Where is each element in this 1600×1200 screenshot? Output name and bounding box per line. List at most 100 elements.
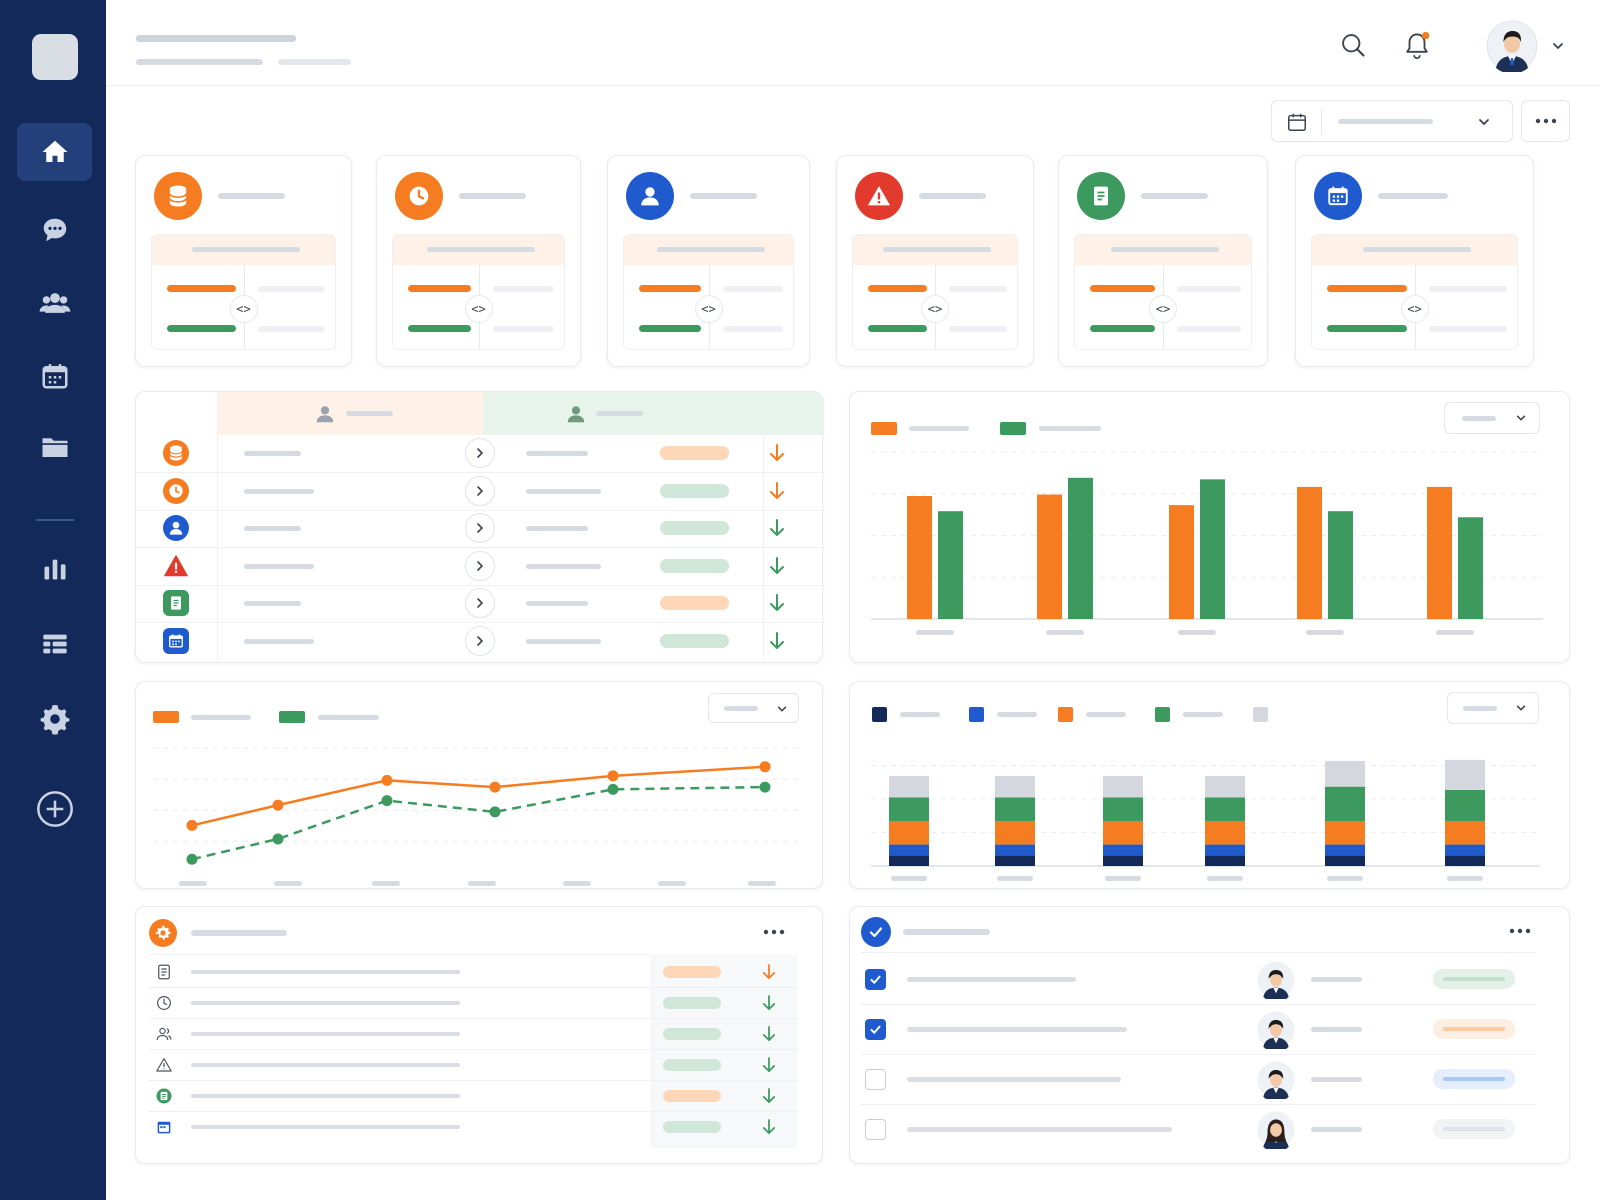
nav-users[interactable] (17, 274, 92, 332)
kpi-compare-toggle[interactable]: <> (1400, 295, 1429, 323)
list-item[interactable] (136, 1112, 824, 1142)
kpi-card[interactable]: <> (376, 155, 581, 367)
kpi-label (1141, 193, 1208, 199)
assignee-avatar[interactable] (1257, 1111, 1295, 1149)
trend-indicator (764, 441, 790, 465)
table-row[interactable] (136, 548, 824, 586)
trend-indicator (764, 591, 790, 615)
stack-segment (1205, 855, 1245, 866)
table-row[interactable] (136, 435, 824, 473)
app-logo[interactable] (32, 34, 78, 80)
task-row[interactable] (850, 1005, 1571, 1055)
task-row[interactable] (850, 955, 1571, 1005)
task-checkbox[interactable] (865, 969, 886, 990)
activity-more-button[interactable] (759, 922, 789, 942)
chart-filter-select[interactable] (1444, 402, 1540, 434)
row-expand-button[interactable] (465, 513, 495, 543)
trend-indicator (759, 993, 779, 1013)
stack-segment (1325, 820, 1365, 845)
row-label-a (244, 526, 301, 531)
nav-add[interactable] (17, 780, 92, 838)
assignee-name (1311, 1127, 1362, 1132)
stack-segment (995, 844, 1035, 856)
kpi-card[interactable]: <> (836, 155, 1034, 367)
kpi-card[interactable]: <> (1058, 155, 1268, 367)
status-pill (660, 633, 729, 648)
row-label-b (526, 526, 588, 531)
row-expand-button[interactable] (465, 550, 495, 581)
task-row[interactable] (850, 1055, 1571, 1105)
row-description (191, 970, 460, 974)
kpi-icon-badge (626, 172, 674, 220)
kpi-compare-toggle[interactable]: <> (229, 295, 258, 323)
list-item[interactable] (136, 988, 824, 1019)
task-checkbox[interactable] (865, 1119, 886, 1140)
stacked-bar-chart (871, 759, 1540, 881)
stack-segment (889, 797, 929, 821)
assignee-avatar[interactable] (1257, 961, 1295, 999)
avatar[interactable] (1486, 20, 1538, 72)
column-header-group-a[interactable] (217, 392, 483, 435)
trend-indicator (759, 1086, 779, 1106)
kpi-card[interactable]: <> (607, 155, 810, 367)
table-row[interactable] (136, 585, 824, 623)
x-tick-label (658, 881, 686, 886)
task-row[interactable] (850, 1105, 1571, 1154)
task-description (907, 1127, 1172, 1132)
kpi-green-bar (408, 325, 471, 332)
kpi-card[interactable]: <> (1295, 155, 1534, 367)
date-range-select[interactable] (1271, 100, 1513, 142)
kpi-card[interactable]: <> (135, 155, 352, 367)
home-icon (42, 140, 67, 162)
list-item[interactable] (136, 1081, 824, 1112)
row-expand-button[interactable] (465, 438, 495, 468)
kpi-orange-bar (1327, 285, 1407, 292)
table-row[interactable] (136, 623, 824, 660)
row-expand-button[interactable] (465, 588, 495, 618)
task-checkbox[interactable] (865, 1069, 886, 1090)
stack-segment (1103, 797, 1143, 821)
bar (1169, 505, 1194, 619)
kpi-icon-badge (1077, 172, 1125, 220)
more-options-button[interactable] (1521, 100, 1570, 142)
table-row[interactable] (136, 473, 824, 511)
account-menu-toggle[interactable] (1550, 38, 1566, 54)
nav-messages[interactable] (17, 201, 92, 259)
row-expand-button[interactable] (465, 625, 495, 656)
row-expand-button[interactable] (465, 475, 495, 506)
kpi-comparison: <> (392, 234, 565, 350)
list-item[interactable] (136, 957, 824, 988)
column-header-group-b[interactable] (483, 392, 824, 435)
kpi-compare-toggle[interactable]: <> (694, 295, 723, 323)
sidebar (0, 0, 106, 1200)
list-item[interactable] (136, 1019, 824, 1050)
nav-home[interactable] (17, 123, 92, 181)
arrow-down-icon (770, 594, 784, 611)
nav-calendar[interactable] (17, 347, 92, 405)
breadcrumb[interactable] (136, 59, 263, 65)
assignee-name (1311, 1077, 1362, 1082)
assignee-avatar[interactable] (1257, 1011, 1295, 1049)
task-more-button[interactable] (1505, 921, 1535, 941)
kpi-compare-toggle[interactable]: <> (1149, 295, 1177, 323)
kpi-compare-toggle[interactable]: <> (464, 295, 493, 323)
table-row[interactable] (136, 510, 824, 548)
notifications-button[interactable] (1402, 30, 1432, 62)
search-button[interactable] (1338, 30, 1368, 60)
nav-files[interactable] (17, 418, 92, 476)
chart-filter-select[interactable] (1447, 692, 1539, 724)
nav-analytics[interactable] (17, 540, 92, 598)
row-label-a (244, 451, 301, 456)
chart-filter-select[interactable] (708, 693, 799, 723)
breadcrumb-current[interactable] (278, 59, 351, 65)
list-item[interactable] (136, 1050, 824, 1081)
kpi-orange-bar (868, 285, 927, 292)
kpi-metric-label (1111, 247, 1219, 252)
task-checkbox[interactable] (865, 1019, 886, 1040)
nav-reports[interactable] (17, 615, 92, 673)
assignee-avatar[interactable] (1257, 1061, 1295, 1099)
status-pill (663, 997, 721, 1009)
nav-settings[interactable] (17, 690, 92, 748)
kpi-compare-toggle[interactable]: <> (921, 295, 949, 323)
kpi-comparison: <> (623, 234, 794, 350)
